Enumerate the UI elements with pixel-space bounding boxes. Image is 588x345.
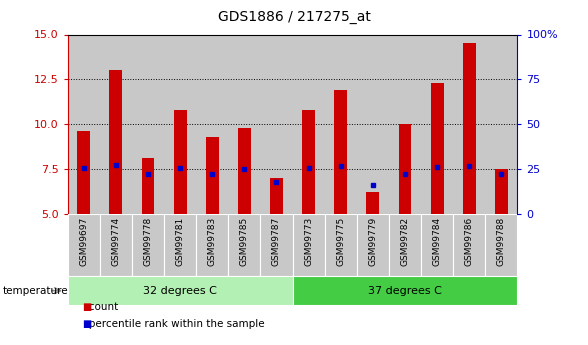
Bar	[260, 214, 292, 276]
Bar	[421, 34, 453, 214]
Text: GSM99783: GSM99783	[208, 217, 217, 266]
Text: 32 degrees C: 32 degrees C	[143, 286, 217, 296]
Bar	[325, 34, 357, 214]
Text: GSM99788: GSM99788	[497, 217, 506, 266]
Bar	[293, 214, 325, 276]
Bar	[293, 34, 325, 214]
Bar	[260, 34, 292, 214]
Text: ■: ■	[82, 302, 92, 312]
Bar	[270, 178, 283, 214]
Text: count: count	[79, 302, 119, 312]
Text: GSM99773: GSM99773	[304, 217, 313, 266]
Bar	[77, 131, 90, 214]
Bar	[228, 214, 260, 276]
Bar	[238, 128, 250, 214]
Text: percentile rank within the sample: percentile rank within the sample	[79, 319, 265, 329]
Text: GSM99779: GSM99779	[368, 217, 377, 266]
Bar	[302, 110, 315, 214]
Bar	[389, 34, 421, 214]
Bar	[357, 214, 389, 276]
Bar	[389, 214, 421, 276]
Text: GSM99782: GSM99782	[400, 217, 409, 266]
Text: GDS1886 / 217275_at: GDS1886 / 217275_at	[218, 10, 370, 24]
Bar	[495, 169, 508, 214]
Bar	[196, 34, 228, 214]
Bar	[173, 110, 186, 214]
Bar	[399, 124, 412, 214]
Text: GSM99787: GSM99787	[272, 217, 281, 266]
Bar	[109, 70, 122, 214]
Text: temperature: temperature	[3, 286, 69, 296]
Bar	[453, 214, 485, 276]
Bar	[100, 34, 132, 214]
Bar	[68, 34, 100, 214]
Bar	[228, 34, 260, 214]
Bar	[206, 137, 219, 214]
Text: GSM99786: GSM99786	[465, 217, 474, 266]
Text: GSM99781: GSM99781	[176, 217, 185, 266]
Bar	[366, 193, 379, 214]
Bar	[164, 34, 196, 214]
Bar	[421, 214, 453, 276]
Text: GSM99785: GSM99785	[240, 217, 249, 266]
Bar	[325, 214, 357, 276]
Bar	[100, 214, 132, 276]
Text: GSM99784: GSM99784	[433, 217, 442, 266]
Bar	[196, 214, 228, 276]
Bar	[132, 34, 164, 214]
Bar	[132, 214, 164, 276]
Bar	[293, 276, 517, 305]
Bar	[485, 214, 517, 276]
Text: ■: ■	[82, 319, 92, 329]
Bar	[430, 83, 443, 214]
Bar	[453, 34, 485, 214]
Bar	[335, 90, 347, 214]
Bar	[68, 276, 293, 305]
Text: GSM99778: GSM99778	[143, 217, 152, 266]
Bar	[164, 214, 196, 276]
Bar	[357, 34, 389, 214]
Bar	[142, 158, 155, 214]
Text: GSM99775: GSM99775	[336, 217, 345, 266]
Text: GSM99774: GSM99774	[111, 217, 121, 266]
Bar	[463, 43, 476, 214]
Bar	[68, 214, 100, 276]
Text: GSM99697: GSM99697	[79, 217, 88, 266]
Bar	[485, 34, 517, 214]
Text: 37 degrees C: 37 degrees C	[368, 286, 442, 296]
